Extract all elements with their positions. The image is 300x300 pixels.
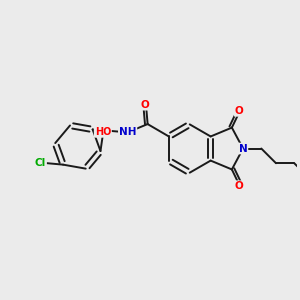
Text: O: O (140, 100, 149, 110)
Text: O: O (235, 106, 244, 116)
Text: NH: NH (119, 127, 136, 137)
Text: N: N (239, 143, 248, 154)
Text: HO: HO (94, 127, 111, 137)
Text: Cl: Cl (35, 158, 46, 168)
Text: O: O (235, 181, 244, 191)
